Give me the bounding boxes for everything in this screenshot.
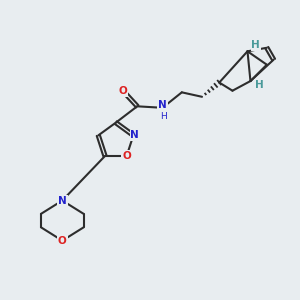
Text: O: O — [58, 236, 67, 246]
Text: H: H — [255, 80, 264, 90]
Text: O: O — [122, 151, 131, 161]
Text: N: N — [58, 196, 67, 206]
Text: N: N — [130, 130, 139, 140]
Text: H: H — [251, 40, 260, 50]
Text: H: H — [160, 112, 167, 121]
Text: N: N — [158, 100, 167, 110]
Text: O: O — [118, 86, 127, 96]
